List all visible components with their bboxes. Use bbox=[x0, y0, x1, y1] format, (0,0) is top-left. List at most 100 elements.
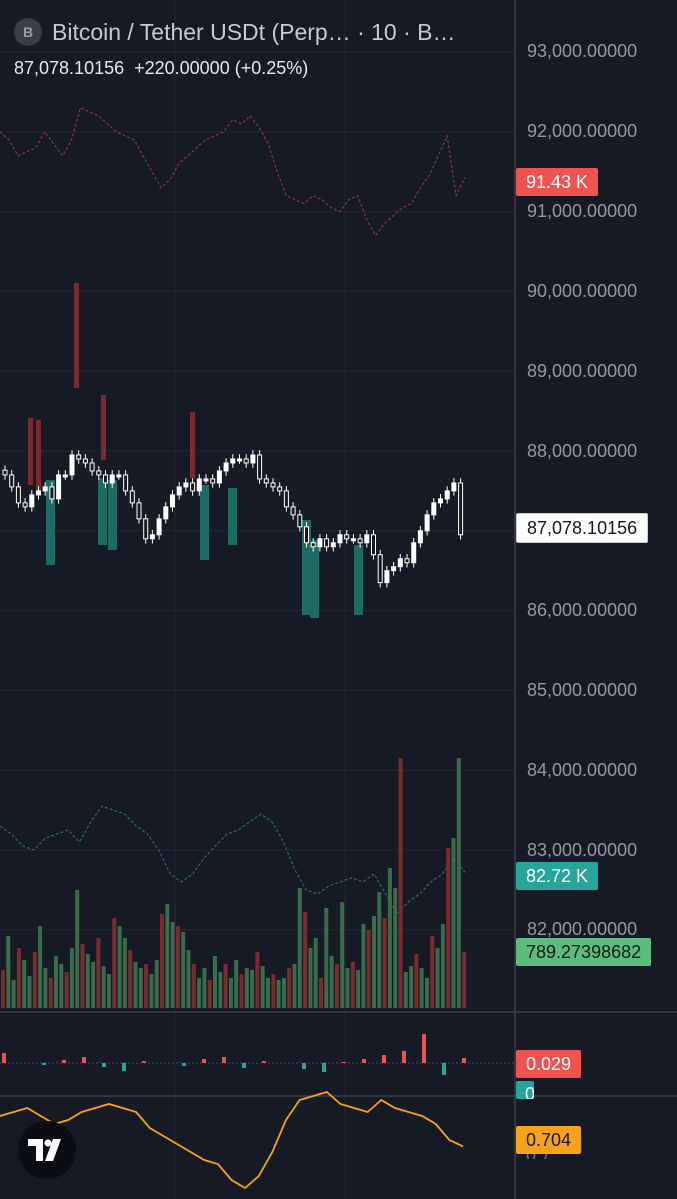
histogram-bar bbox=[402, 1051, 406, 1063]
tradingview-logo[interactable] bbox=[18, 1121, 76, 1179]
price-axis-label: 85,000.00000 bbox=[527, 680, 638, 700]
candle-body bbox=[196, 478, 202, 492]
trend-zone bbox=[101, 395, 106, 460]
volume-bar bbox=[319, 978, 323, 1008]
candle-body bbox=[156, 518, 162, 536]
trend-zone bbox=[74, 283, 79, 388]
volume-bar bbox=[366, 930, 371, 1008]
volume-bar bbox=[228, 978, 233, 1008]
candle-body bbox=[22, 502, 28, 508]
volume-bar bbox=[244, 968, 249, 1008]
volume-bar bbox=[403, 972, 408, 1008]
trend-zone bbox=[190, 412, 195, 478]
histogram-bar bbox=[42, 1063, 46, 1065]
volume-bar bbox=[409, 966, 414, 1008]
volume-bar bbox=[218, 972, 223, 1008]
price-axis-label: 90,000.00000 bbox=[527, 281, 638, 301]
volume-bar bbox=[425, 978, 429, 1008]
candle-body bbox=[62, 474, 68, 478]
volume-bar bbox=[175, 926, 180, 1008]
volume-bar bbox=[260, 966, 265, 1008]
candle-body bbox=[183, 482, 189, 488]
trend-zone bbox=[108, 480, 117, 550]
histogram-bar bbox=[382, 1055, 386, 1063]
histogram-bar bbox=[422, 1034, 426, 1063]
symbol-title[interactable]: Bitcoin / Tether USDt (Perp… · 10 · B… bbox=[52, 18, 456, 45]
candle-body bbox=[290, 506, 296, 516]
volume-bar bbox=[414, 954, 419, 1008]
candle-body bbox=[243, 458, 249, 464]
price-axis-label: 83,000.00000 bbox=[527, 840, 638, 860]
candle-body bbox=[29, 494, 35, 508]
volume-bar bbox=[91, 962, 96, 1008]
volume-bar bbox=[234, 960, 239, 1008]
candle-body bbox=[283, 490, 289, 508]
trend-zone bbox=[98, 478, 107, 545]
volume-bar bbox=[54, 956, 58, 1008]
volume-bar bbox=[165, 904, 170, 1008]
volume-bar bbox=[462, 952, 467, 1008]
volume-bar bbox=[80, 944, 85, 1008]
volume-bar bbox=[154, 960, 159, 1008]
volume-bar bbox=[281, 978, 286, 1008]
trend-zone bbox=[310, 540, 319, 618]
volume-bar bbox=[393, 888, 398, 1008]
symbol-header[interactable]: B Bitcoin / Tether USDt (Perp… · 10 · B… bbox=[14, 18, 514, 46]
candle-body bbox=[176, 486, 182, 496]
candle-body bbox=[411, 542, 417, 564]
volume-bar bbox=[292, 964, 297, 1008]
oscillator-line bbox=[0, 1090, 464, 1190]
volume-bar bbox=[255, 952, 260, 1008]
volume-bar bbox=[122, 938, 127, 1008]
volume-bar bbox=[112, 918, 117, 1008]
candle-body bbox=[404, 558, 410, 564]
candle-body bbox=[330, 542, 336, 548]
candle-body bbox=[15, 486, 21, 504]
price-summary: 87,078.10156 +220.00000 (+0.25%) bbox=[14, 58, 318, 79]
histogram-bar bbox=[342, 1062, 346, 1063]
histogram-bar bbox=[142, 1061, 146, 1063]
volume-bar bbox=[440, 924, 445, 1008]
volume-bar bbox=[6, 936, 11, 1008]
volume-bar bbox=[149, 974, 154, 1008]
volume-bar bbox=[361, 924, 366, 1008]
candle-body bbox=[424, 514, 430, 532]
histogram-bar bbox=[122, 1063, 126, 1071]
price-change: +220.00000 (+0.25%) bbox=[134, 58, 309, 78]
oscillator-tag: 0.704 bbox=[516, 1126, 582, 1154]
bitcoin-icon: B bbox=[14, 18, 42, 46]
histogram-bar bbox=[442, 1063, 446, 1075]
histogram-bar bbox=[182, 1063, 186, 1066]
candle-body bbox=[223, 462, 229, 472]
candle-body bbox=[397, 558, 403, 568]
volume-bar bbox=[207, 980, 212, 1008]
volume-bar bbox=[350, 962, 355, 1008]
price-axis-label: 86,000.00000 bbox=[527, 600, 638, 620]
volume-bar bbox=[96, 938, 101, 1008]
volume-bar bbox=[202, 968, 207, 1008]
price-axis-label: 82,000.00000 bbox=[527, 919, 638, 939]
volume-bar bbox=[446, 848, 451, 1008]
volume-bar bbox=[197, 978, 202, 1008]
volume-bar bbox=[181, 932, 186, 1008]
volume-bar bbox=[287, 968, 292, 1008]
candle-body bbox=[350, 538, 356, 542]
candle-body bbox=[458, 482, 464, 536]
histogram-tag: 0.029 bbox=[516, 1050, 582, 1078]
candle-body bbox=[270, 482, 276, 488]
lower-line-tag: 82.72 K bbox=[516, 862, 599, 890]
volume-bar bbox=[191, 964, 196, 1008]
trend-zone bbox=[354, 545, 363, 615]
volume-bar bbox=[22, 960, 27, 1008]
candle-body bbox=[417, 530, 423, 544]
price-axis-label: 91,000.00000 bbox=[527, 201, 638, 221]
volume-bar bbox=[128, 950, 133, 1008]
volume-bar bbox=[32, 952, 37, 1008]
histogram-zero-tag: 0 bbox=[516, 1081, 534, 1099]
histogram-bar bbox=[322, 1063, 326, 1072]
candle-body bbox=[310, 542, 316, 548]
candle-body bbox=[56, 474, 62, 500]
volume-bar bbox=[59, 964, 64, 1008]
histogram-bar bbox=[242, 1063, 246, 1068]
